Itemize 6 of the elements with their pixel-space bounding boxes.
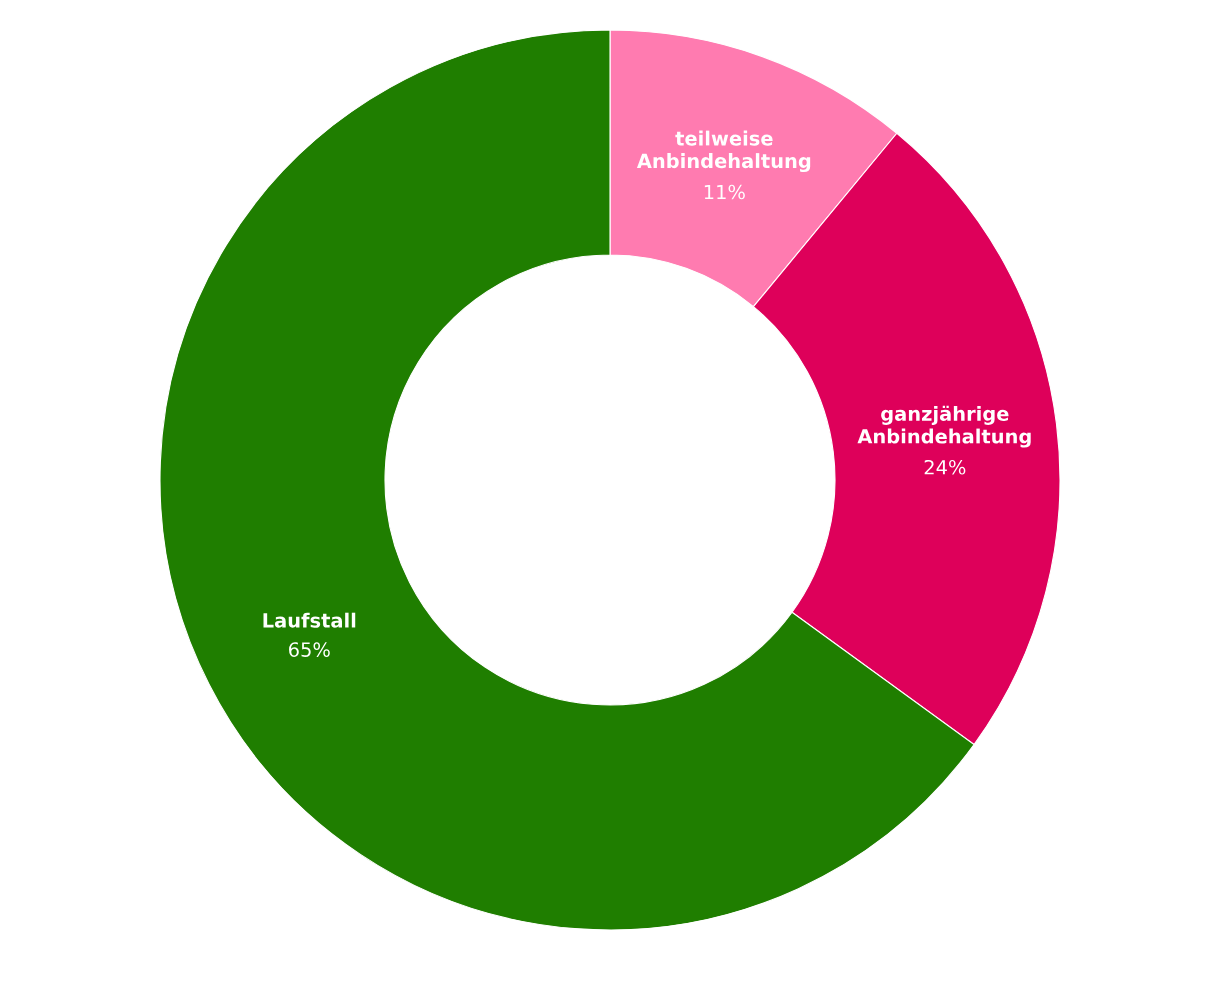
slice-label: ganzjährige Anbindehaltung: [857, 405, 1031, 448]
data-label: 65%: [289, 642, 330, 657]
data-label: 11%: [704, 184, 745, 200]
slice-label: teilweise Anbindehaltung: [636, 130, 811, 173]
data-label: 24%: [924, 459, 966, 475]
slice-label: Laufstall: [263, 612, 356, 628]
